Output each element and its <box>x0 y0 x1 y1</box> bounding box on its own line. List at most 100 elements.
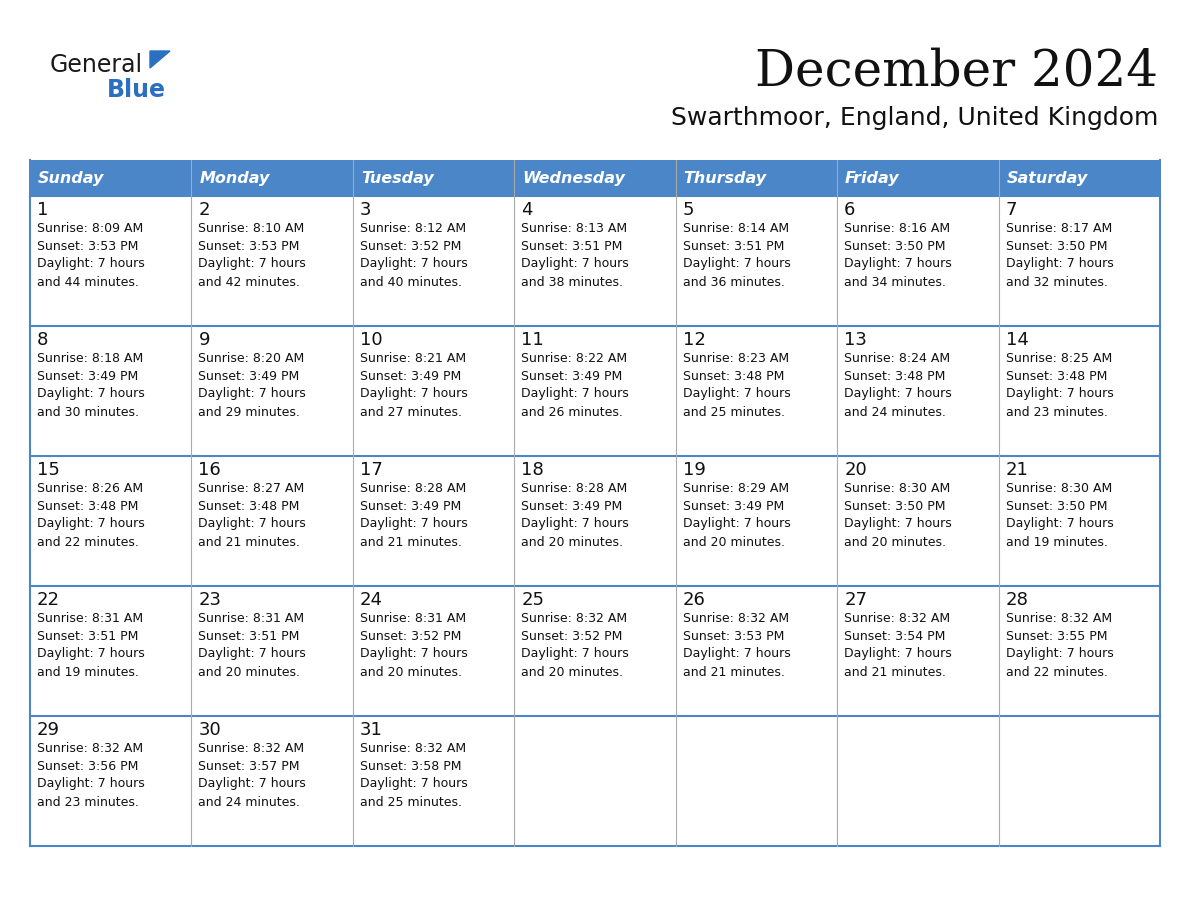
Text: and 27 minutes.: and 27 minutes. <box>360 406 462 419</box>
Text: Sunrise: 8:31 AM: Sunrise: 8:31 AM <box>198 611 304 624</box>
Text: Sunrise: 8:32 AM: Sunrise: 8:32 AM <box>198 742 304 755</box>
Text: and 23 minutes.: and 23 minutes. <box>1005 406 1107 419</box>
Text: Sunrise: 8:18 AM: Sunrise: 8:18 AM <box>37 352 144 364</box>
Text: Sunrise: 8:22 AM: Sunrise: 8:22 AM <box>522 352 627 364</box>
Text: 13: 13 <box>845 331 867 349</box>
Text: Friday: Friday <box>845 171 899 185</box>
Text: Daylight: 7 hours: Daylight: 7 hours <box>1005 647 1113 660</box>
Text: Daylight: 7 hours: Daylight: 7 hours <box>198 518 307 531</box>
Text: Sunset: 3:52 PM: Sunset: 3:52 PM <box>360 630 461 643</box>
Text: Thursday: Thursday <box>684 171 766 185</box>
Text: Sunset: 3:51 PM: Sunset: 3:51 PM <box>37 630 138 643</box>
Bar <box>30 586 1159 716</box>
Text: and 24 minutes.: and 24 minutes. <box>845 406 946 419</box>
Text: Sunrise: 8:12 AM: Sunrise: 8:12 AM <box>360 221 466 234</box>
Text: and 38 minutes.: and 38 minutes. <box>522 275 624 288</box>
Bar <box>30 160 1159 196</box>
Text: 11: 11 <box>522 331 544 349</box>
Text: Sunrise: 8:30 AM: Sunrise: 8:30 AM <box>845 482 950 495</box>
Text: Sunday: Sunday <box>38 171 105 185</box>
Text: Sunrise: 8:20 AM: Sunrise: 8:20 AM <box>198 352 304 364</box>
Text: Sunset: 3:49 PM: Sunset: 3:49 PM <box>360 499 461 512</box>
Text: 31: 31 <box>360 721 383 739</box>
Text: Daylight: 7 hours: Daylight: 7 hours <box>845 518 952 531</box>
Text: Sunrise: 8:16 AM: Sunrise: 8:16 AM <box>845 221 950 234</box>
Text: Daylight: 7 hours: Daylight: 7 hours <box>522 647 628 660</box>
Text: 27: 27 <box>845 591 867 609</box>
Text: Daylight: 7 hours: Daylight: 7 hours <box>683 518 790 531</box>
Text: Sunrise: 8:21 AM: Sunrise: 8:21 AM <box>360 352 466 364</box>
Text: and 30 minutes.: and 30 minutes. <box>37 406 139 419</box>
Text: 19: 19 <box>683 461 706 479</box>
Text: Sunset: 3:48 PM: Sunset: 3:48 PM <box>845 370 946 383</box>
Text: 29: 29 <box>37 721 61 739</box>
Text: 18: 18 <box>522 461 544 479</box>
Text: Sunset: 3:49 PM: Sunset: 3:49 PM <box>522 499 623 512</box>
Text: and 24 minutes.: and 24 minutes. <box>198 796 301 809</box>
Text: Daylight: 7 hours: Daylight: 7 hours <box>360 518 468 531</box>
Text: Sunset: 3:53 PM: Sunset: 3:53 PM <box>683 630 784 643</box>
Text: Sunrise: 8:13 AM: Sunrise: 8:13 AM <box>522 221 627 234</box>
Text: and 21 minutes.: and 21 minutes. <box>683 666 784 678</box>
Text: Sunset: 3:49 PM: Sunset: 3:49 PM <box>683 499 784 512</box>
Text: Sunrise: 8:14 AM: Sunrise: 8:14 AM <box>683 221 789 234</box>
Text: Sunset: 3:51 PM: Sunset: 3:51 PM <box>522 240 623 252</box>
Text: Sunset: 3:49 PM: Sunset: 3:49 PM <box>37 370 138 383</box>
Text: Sunset: 3:54 PM: Sunset: 3:54 PM <box>845 630 946 643</box>
Text: and 32 minutes.: and 32 minutes. <box>1005 275 1107 288</box>
Text: December 2024: December 2024 <box>756 47 1158 96</box>
Text: and 20 minutes.: and 20 minutes. <box>683 535 785 548</box>
Text: Sunset: 3:56 PM: Sunset: 3:56 PM <box>37 759 138 773</box>
Text: Sunrise: 8:32 AM: Sunrise: 8:32 AM <box>360 742 466 755</box>
Text: 17: 17 <box>360 461 383 479</box>
Text: 30: 30 <box>198 721 221 739</box>
Text: Sunset: 3:50 PM: Sunset: 3:50 PM <box>845 499 946 512</box>
Text: General: General <box>50 53 143 77</box>
Text: Sunset: 3:57 PM: Sunset: 3:57 PM <box>198 759 299 773</box>
Text: Daylight: 7 hours: Daylight: 7 hours <box>198 387 307 400</box>
Text: and 22 minutes.: and 22 minutes. <box>37 535 139 548</box>
Text: and 36 minutes.: and 36 minutes. <box>683 275 784 288</box>
Bar <box>30 716 1159 846</box>
Text: 10: 10 <box>360 331 383 349</box>
Text: and 21 minutes.: and 21 minutes. <box>845 666 946 678</box>
Text: Daylight: 7 hours: Daylight: 7 hours <box>37 518 145 531</box>
Text: Daylight: 7 hours: Daylight: 7 hours <box>360 258 468 271</box>
Text: and 25 minutes.: and 25 minutes. <box>683 406 785 419</box>
Text: 5: 5 <box>683 201 694 219</box>
Text: Daylight: 7 hours: Daylight: 7 hours <box>845 387 952 400</box>
Text: 21: 21 <box>1005 461 1029 479</box>
Text: Daylight: 7 hours: Daylight: 7 hours <box>198 778 307 790</box>
Text: Daylight: 7 hours: Daylight: 7 hours <box>37 647 145 660</box>
Text: Sunset: 3:48 PM: Sunset: 3:48 PM <box>683 370 784 383</box>
Bar <box>30 326 1159 456</box>
Text: Sunrise: 8:32 AM: Sunrise: 8:32 AM <box>1005 611 1112 624</box>
Bar <box>30 196 1159 326</box>
Text: Sunrise: 8:31 AM: Sunrise: 8:31 AM <box>360 611 466 624</box>
Text: Daylight: 7 hours: Daylight: 7 hours <box>522 258 628 271</box>
Text: Sunset: 3:50 PM: Sunset: 3:50 PM <box>1005 240 1107 252</box>
Text: 20: 20 <box>845 461 867 479</box>
Text: 8: 8 <box>37 331 49 349</box>
Text: Daylight: 7 hours: Daylight: 7 hours <box>198 258 307 271</box>
Text: Sunrise: 8:28 AM: Sunrise: 8:28 AM <box>522 482 627 495</box>
Text: 24: 24 <box>360 591 383 609</box>
Text: Daylight: 7 hours: Daylight: 7 hours <box>1005 518 1113 531</box>
Text: 3: 3 <box>360 201 372 219</box>
Text: Sunrise: 8:23 AM: Sunrise: 8:23 AM <box>683 352 789 364</box>
Text: Sunset: 3:49 PM: Sunset: 3:49 PM <box>198 370 299 383</box>
Text: Sunset: 3:48 PM: Sunset: 3:48 PM <box>37 499 138 512</box>
Text: and 19 minutes.: and 19 minutes. <box>1005 535 1107 548</box>
Text: 15: 15 <box>37 461 59 479</box>
Text: Sunset: 3:49 PM: Sunset: 3:49 PM <box>360 370 461 383</box>
Text: 28: 28 <box>1005 591 1029 609</box>
Text: Sunrise: 8:32 AM: Sunrise: 8:32 AM <box>845 611 950 624</box>
Text: and 22 minutes.: and 22 minutes. <box>1005 666 1107 678</box>
Text: Sunset: 3:48 PM: Sunset: 3:48 PM <box>1005 370 1107 383</box>
Text: Saturday: Saturday <box>1006 171 1088 185</box>
Text: 2: 2 <box>198 201 210 219</box>
Text: Daylight: 7 hours: Daylight: 7 hours <box>360 778 468 790</box>
Text: Daylight: 7 hours: Daylight: 7 hours <box>37 778 145 790</box>
Text: Daylight: 7 hours: Daylight: 7 hours <box>683 647 790 660</box>
Text: 12: 12 <box>683 331 706 349</box>
